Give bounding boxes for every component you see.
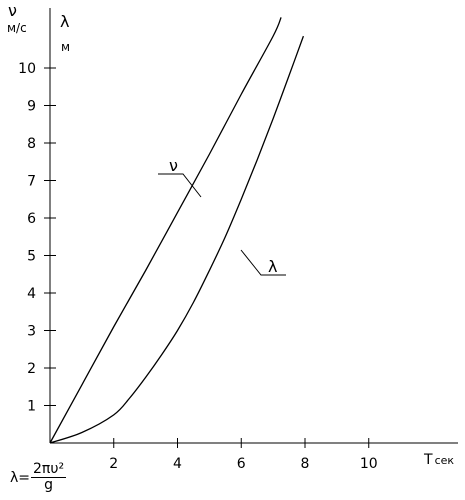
nu-leader: ν: [158, 156, 202, 198]
x-tick-label: 6: [237, 456, 246, 472]
y-tick-label: 3: [27, 324, 36, 340]
x-ticks: 2 4 6 8 10: [109, 438, 378, 472]
formula: λ= 2πυ² g: [10, 461, 67, 493]
y-tick-label: 8: [27, 136, 36, 152]
nu-series-line: [49, 17, 282, 444]
series-layer: [49, 17, 305, 444]
y-tick-label: 6: [27, 211, 36, 227]
y-tick-label: 2: [27, 361, 36, 377]
lambda-series-label: λ: [268, 257, 277, 276]
y-tick-label: 5: [27, 249, 36, 265]
y-tick-label: 1: [27, 399, 36, 415]
lambda-leader: λ: [240, 249, 286, 276]
nu-unit: м/с: [7, 21, 27, 35]
x-tick-label: 4: [173, 456, 182, 472]
y-tick-label: 4: [27, 286, 36, 302]
x-tick-label: 10: [360, 456, 378, 472]
x-tick-label: 8: [301, 456, 310, 472]
formula-denominator: g: [44, 477, 53, 493]
y-ticks: 1 2 3 4 5 6 7 8 9 10: [18, 61, 56, 415]
formula-numerator: 2πυ²: [31, 461, 67, 478]
lambda-unit: м: [61, 40, 70, 54]
x-tick-label: 2: [109, 456, 118, 472]
y-tick-label: 9: [27, 99, 36, 115]
formula-fraction: 2πυ² g: [31, 461, 67, 493]
y-tick-label: 10: [18, 61, 36, 77]
formula-lhs: λ=: [10, 469, 31, 486]
nu-series-label: ν: [169, 156, 178, 175]
nu-symbol: ν: [8, 1, 17, 20]
y-tick-label: 7: [27, 174, 36, 190]
lambda-symbol: λ: [60, 12, 69, 31]
lambda-series-line: [49, 35, 305, 444]
